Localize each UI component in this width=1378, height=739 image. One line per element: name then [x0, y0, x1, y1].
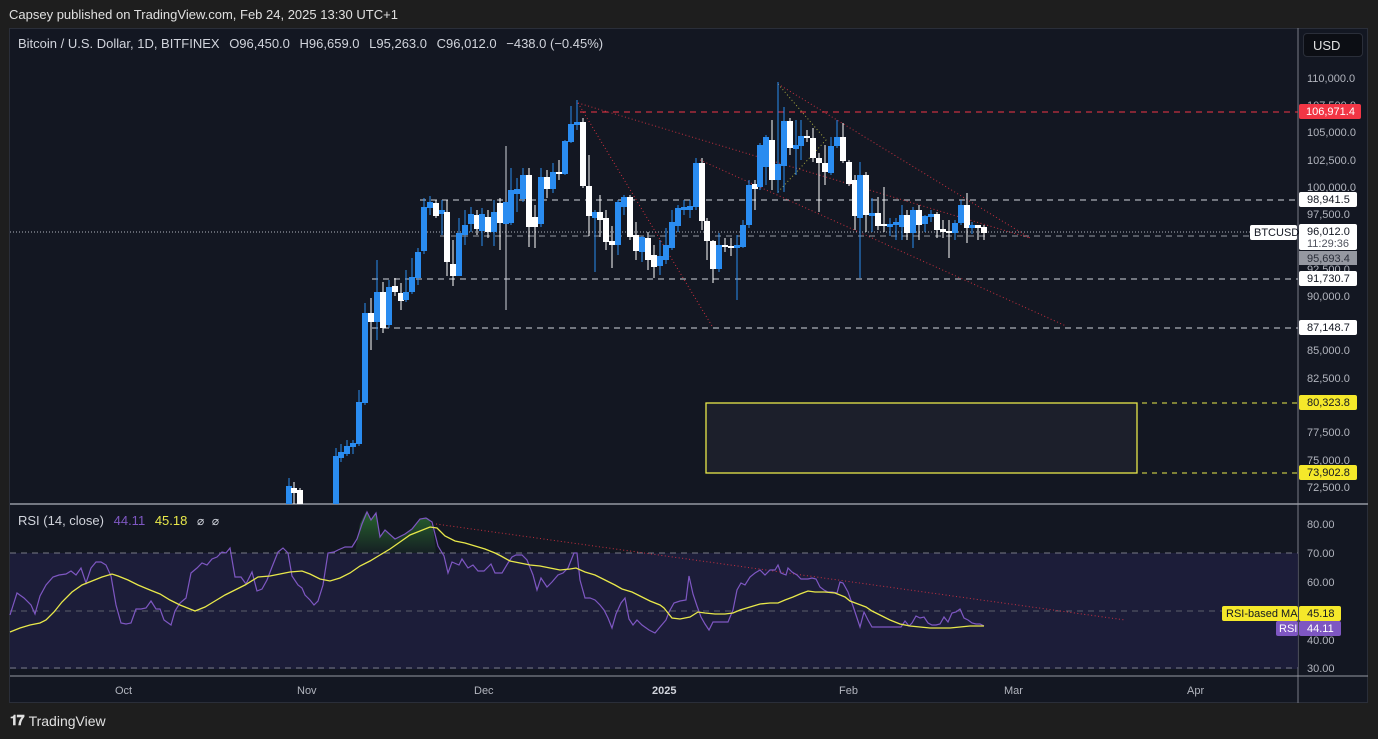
time-tick: Nov — [297, 685, 317, 697]
level-1-value: 98,941.5 — [1307, 194, 1350, 206]
price-change: −438.0 (−0.45%) — [506, 36, 604, 51]
price-tick: 75,000.0 — [1307, 455, 1350, 467]
time-tick: Mar — [1004, 685, 1023, 697]
time-tick-year: 2025 — [652, 685, 676, 697]
ohlc-close: C96,012.0 — [436, 36, 497, 51]
price-tick: 110,000.0 — [1307, 73, 1355, 85]
ohlc-low: L95,263.0 — [369, 36, 427, 51]
price-tick: 102,500.0 — [1307, 155, 1356, 167]
price-tick: 105,000.0 — [1307, 127, 1356, 139]
rsi-tick: 30.00 — [1307, 663, 1335, 675]
price-tick: 85,000.0 — [1307, 345, 1350, 357]
rsi-title: RSI (14, close) — [18, 513, 104, 528]
rsi-legend[interactable]: RSI (14, close) 44.11 45.18 ⌀ ⌀ — [18, 513, 223, 528]
demand-zone-box[interactable] — [705, 402, 1138, 474]
zone-bottom-tag — [1299, 465, 1357, 480]
price-tick: 82,500.0 — [1307, 373, 1350, 385]
price-tick: 100,000.0 — [1307, 182, 1356, 194]
level-tag — [1299, 192, 1357, 207]
price-tick: 77,500.0 — [1307, 427, 1350, 439]
symbol-title: Bitcoin / U.S. Dollar, 1D, BITFINEX — [18, 36, 220, 51]
triangle-pattern[interactable] — [777, 83, 827, 193]
rsi-tick: 70.00 — [1307, 548, 1335, 560]
time-tick: Dec — [474, 685, 494, 697]
time-tick: Oct — [115, 685, 132, 697]
rsi-tick: 60.00 — [1307, 577, 1335, 589]
symbol-legend[interactable]: Bitcoin / U.S. Dollar, 1D, BITFINEX O96,… — [18, 36, 609, 51]
red-level-tag — [1299, 104, 1361, 119]
rsi-ma-tag-label: RSI-based MA — [1226, 608, 1298, 620]
level-tag — [1299, 320, 1357, 335]
rsi-value: 44.11 — [113, 513, 146, 528]
time-tick: Apr — [1187, 685, 1204, 697]
hidden-value-icon: ⌀ — [211, 514, 220, 528]
trendlines[interactable] — [435, 83, 1126, 621]
zone-top-tag — [1299, 395, 1357, 410]
rsi-tag — [1276, 621, 1298, 636]
time-axis[interactable]: Oct Nov Dec 2025 Feb Mar Apr — [115, 685, 1204, 697]
red-level-value: 106,971.4 — [1306, 106, 1355, 118]
zone-bottom-value: 73,902.8 — [1307, 467, 1350, 479]
zone-top-value: 80,323.8 — [1307, 397, 1350, 409]
level-2-value: 91,730.7 — [1307, 273, 1350, 285]
gray-level-value: 95,693.4 — [1307, 253, 1350, 265]
currency-button[interactable]: USD — [1303, 33, 1363, 57]
rsi-overbought-fill — [355, 512, 436, 553]
rsi-axis[interactable]: 80.00 70.00 60.00 40.00 30.00 — [1307, 519, 1335, 675]
level-3-value: 87,148.7 — [1307, 322, 1350, 334]
rsi-tick: 40.00 — [1307, 635, 1335, 647]
rsi-line — [9, 510, 985, 634]
price-tick: 72,500.0 — [1307, 482, 1350, 494]
time-tick: Feb — [839, 685, 858, 697]
rsi-ma-line — [9, 526, 984, 633]
tradingview-logo: 𝟏𝟕 TradingView — [10, 712, 106, 729]
publish-line: Capsey published on TradingView.com, Feb… — [9, 7, 398, 22]
ohlc-high: H96,659.0 — [299, 36, 360, 51]
hidden-value-icon: ⌀ — [196, 514, 205, 528]
rsi-tick: 80.00 — [1307, 519, 1335, 531]
bar-countdown: 11:29:36 — [1307, 238, 1349, 250]
last-price-tag — [1299, 224, 1357, 250]
ohlc-open: O96,450.0 — [229, 36, 290, 51]
price-tick: 97,500.0 — [1307, 209, 1350, 221]
candlesticks[interactable] — [286, 82, 987, 504]
tradingview-brand: TradingView — [28, 712, 106, 729]
rsi-ma-tag-value: 45.18 — [1307, 608, 1335, 620]
ticker-tag-label: BTCUSD — [1254, 227, 1299, 239]
rsi-tag-label: RSI — [1279, 623, 1297, 635]
price-tick: 90,000.0 — [1307, 291, 1350, 303]
gray-level-tag — [1299, 251, 1357, 265]
rsi-ma-value-tag — [1299, 606, 1341, 621]
ticker-tag — [1250, 225, 1297, 240]
rsi-ma-tag — [1222, 606, 1298, 621]
rsi-ma-value: 45.18 — [154, 513, 188, 528]
level-tag — [1299, 271, 1357, 286]
last-price-value: 96,012.0 — [1307, 226, 1350, 238]
rsi-tag-value: 44.11 — [1307, 623, 1334, 635]
rsi-value-tag — [1299, 621, 1341, 636]
tradingview-logo-icon: 𝟏𝟕 — [10, 712, 25, 728]
